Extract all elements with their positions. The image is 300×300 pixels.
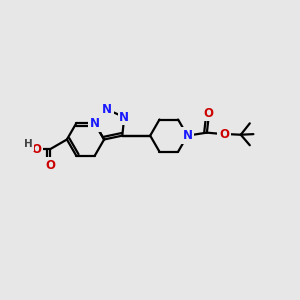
- Text: N: N: [119, 111, 129, 124]
- Text: H: H: [24, 139, 33, 149]
- Text: N: N: [102, 103, 112, 116]
- Text: O: O: [45, 159, 55, 172]
- Text: O: O: [219, 128, 229, 141]
- Text: O: O: [203, 106, 213, 120]
- Text: N: N: [90, 117, 100, 130]
- Text: O: O: [32, 143, 41, 156]
- Text: N: N: [182, 129, 192, 142]
